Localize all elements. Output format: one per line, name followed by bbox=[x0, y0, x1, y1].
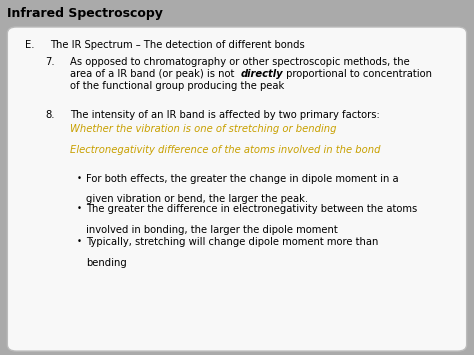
Text: •: • bbox=[77, 174, 82, 183]
Text: Infrared Spectroscopy: Infrared Spectroscopy bbox=[7, 7, 163, 20]
Text: As opposed to chromatography or other spectroscopic methods, the: As opposed to chromatography or other sp… bbox=[70, 57, 410, 67]
Text: Whether the vibration is one of stretching or bending: Whether the vibration is one of stretchi… bbox=[70, 125, 337, 135]
Text: of the functional group producing the peak: of the functional group producing the pe… bbox=[70, 81, 285, 92]
Text: Electronegativity difference of the atoms involved in the bond: Electronegativity difference of the atom… bbox=[70, 145, 381, 155]
Text: The IR Spectrum – The detection of different bonds: The IR Spectrum – The detection of diffe… bbox=[50, 40, 305, 50]
FancyBboxPatch shape bbox=[8, 27, 466, 351]
Text: 8.: 8. bbox=[46, 110, 55, 120]
Text: involved in bonding, the larger the dipole moment: involved in bonding, the larger the dipo… bbox=[86, 225, 338, 235]
Text: bending: bending bbox=[86, 258, 127, 268]
Text: directly: directly bbox=[241, 69, 283, 79]
Text: given vibration or bend, the larger the peak.: given vibration or bend, the larger the … bbox=[86, 194, 308, 204]
Text: •: • bbox=[77, 237, 82, 246]
Text: proportional to concentration: proportional to concentration bbox=[283, 69, 432, 79]
Text: area of a IR band (or peak) is not: area of a IR band (or peak) is not bbox=[70, 69, 238, 79]
Text: •: • bbox=[77, 204, 82, 213]
Text: E.: E. bbox=[26, 40, 35, 50]
Text: For both effects, the greater the change in dipole moment in a: For both effects, the greater the change… bbox=[86, 174, 399, 184]
Text: The greater the difference in electronegativity between the atoms: The greater the difference in electroneg… bbox=[86, 204, 418, 214]
Text: 7.: 7. bbox=[46, 57, 55, 67]
Text: The intensity of an IR band is affected by two primary factors:: The intensity of an IR band is affected … bbox=[70, 110, 380, 120]
Text: Typically, stretching will change dipole moment more than: Typically, stretching will change dipole… bbox=[86, 237, 379, 247]
